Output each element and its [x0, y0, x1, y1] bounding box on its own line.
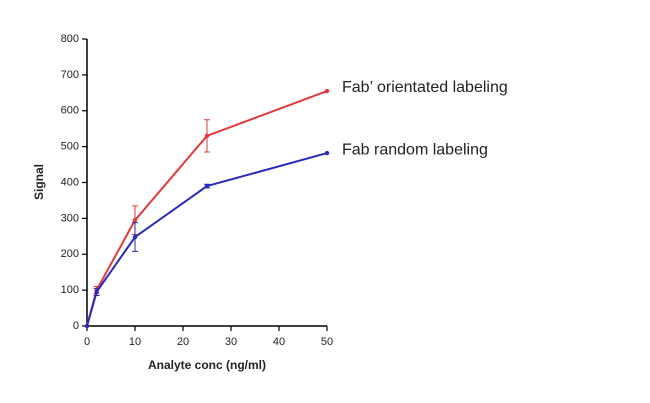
y-tick-label: 800 [61, 33, 79, 45]
y-tick-label: 600 [61, 105, 79, 117]
data-point [84, 323, 90, 329]
x-axis-title: Analyte conc (ng/ml) [148, 358, 266, 372]
x-tick-label: 40 [273, 336, 285, 348]
data-point [324, 88, 330, 94]
x-tick-label: 50 [321, 336, 333, 348]
data-point [204, 133, 210, 139]
y-tick-label: 500 [61, 141, 79, 153]
x-tick-label: 20 [177, 336, 189, 348]
y-tick-label: 100 [61, 284, 79, 296]
y-tick-label: 700 [61, 69, 79, 81]
data-point [204, 183, 210, 189]
data-point [94, 289, 99, 295]
x-tick-label: 30 [225, 336, 237, 348]
y-axis-title: Signal [32, 164, 46, 200]
data-point [132, 217, 138, 223]
series-label: Fab’ orientated labeling [342, 79, 508, 96]
series-label: Fab random labeling [342, 141, 488, 158]
y-tick-label: 0 [73, 320, 79, 332]
x-tick-label: 0 [84, 336, 90, 348]
x-tick-label: 10 [129, 336, 141, 348]
data-point [132, 234, 138, 240]
y-tick-label: 300 [61, 212, 79, 224]
y-tick-label: 200 [61, 248, 79, 260]
data-point [324, 150, 330, 156]
y-tick-label: 400 [61, 176, 79, 188]
